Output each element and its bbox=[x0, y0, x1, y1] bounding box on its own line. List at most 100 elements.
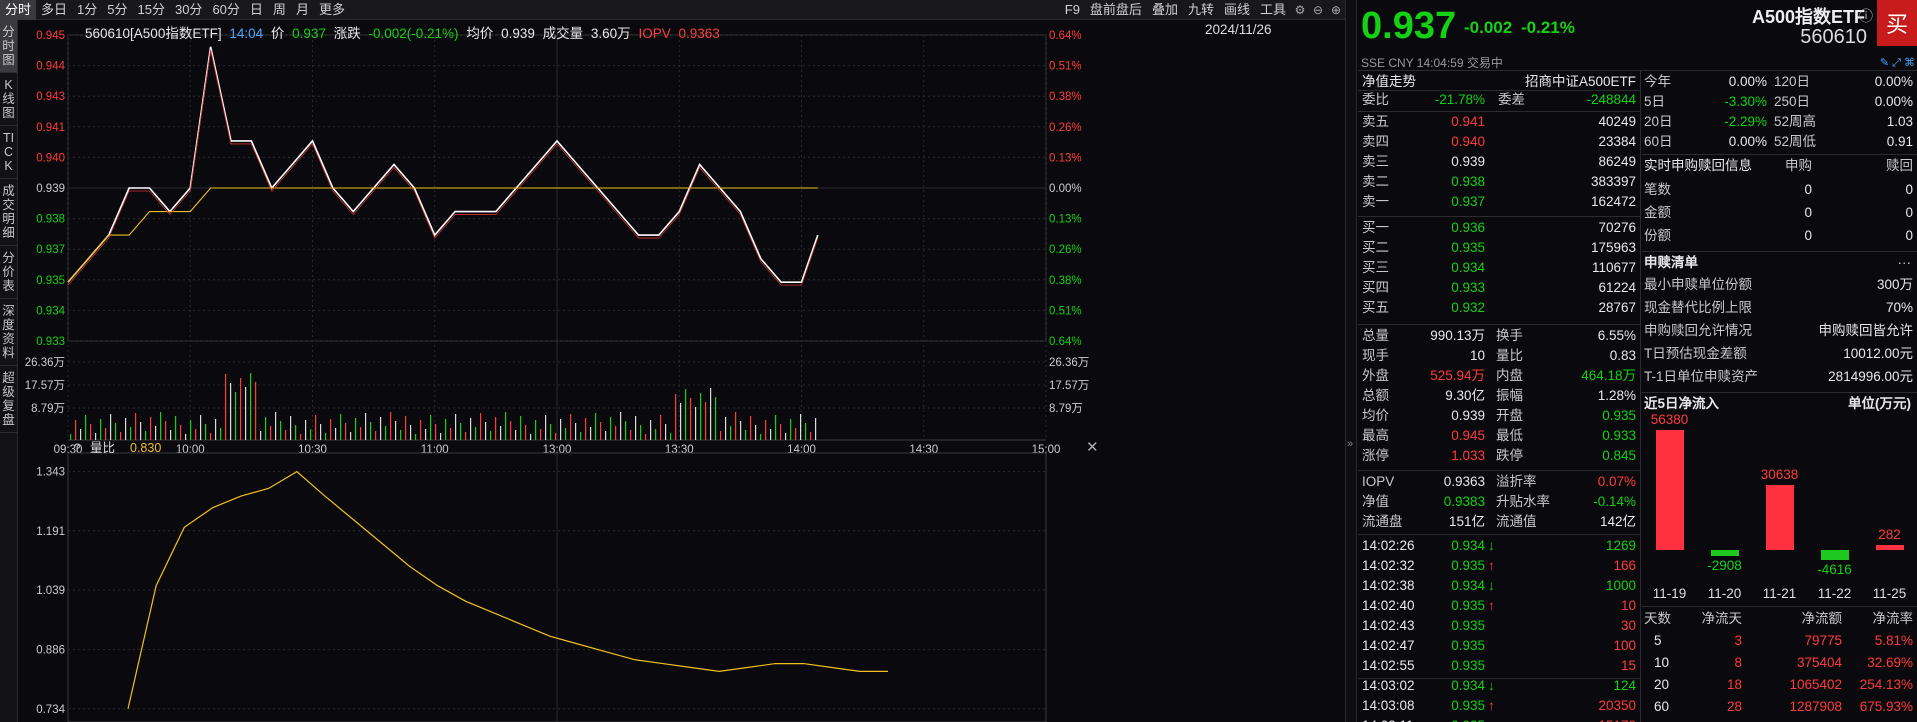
order-book-row[interactable]: 卖五 0.941 40249 bbox=[1358, 112, 1640, 132]
netflow-cell: 79775 bbox=[1804, 633, 1842, 648]
tick-volume: 1269 bbox=[1605, 538, 1636, 553]
volume-bar bbox=[500, 426, 502, 440]
volume-bar bbox=[615, 426, 617, 440]
stat-label-2: 开盘 bbox=[1496, 408, 1523, 423]
vtab-1[interactable]: K线图 bbox=[0, 73, 17, 126]
stat-value: 151亿 bbox=[1448, 514, 1485, 529]
tick-arrow-icon: ↓ bbox=[1488, 538, 1495, 553]
perf-label-2: 52周高 bbox=[1774, 114, 1817, 129]
price-axis-label: 0.943 bbox=[36, 91, 65, 103]
vtab-6[interactable]: 超级复盘 bbox=[0, 366, 17, 433]
order-book-row[interactable]: 卖三 0.939 86249 bbox=[1358, 152, 1640, 172]
sub-info-value1: 0 bbox=[1804, 182, 1812, 197]
tick-row: 14:02:26 0.934 ↓ 1269 bbox=[1358, 536, 1640, 556]
volume-bar bbox=[505, 412, 507, 440]
volume-bar bbox=[175, 416, 177, 440]
netflow-col-header: 净流天 bbox=[1701, 611, 1743, 626]
order-volume: 383397 bbox=[1590, 174, 1636, 189]
vol-axis-right: 26.36万 bbox=[1049, 357, 1089, 369]
pct-axis-label: 0.00% bbox=[1049, 183, 1082, 195]
volume-bar bbox=[665, 424, 667, 440]
order-book-row[interactable]: 买三 0.934 110677 bbox=[1358, 258, 1640, 278]
order-price: 0.935 bbox=[1451, 240, 1485, 255]
stat-value-2: 0.845 bbox=[1602, 448, 1636, 463]
order-book-row[interactable]: 买一 0.936 70276 bbox=[1358, 218, 1640, 238]
stat-row: 涨停 1.033 跌停 0.845 bbox=[1358, 446, 1640, 466]
order-book-row[interactable]: 卖四 0.940 23384 bbox=[1358, 132, 1640, 152]
minus-circle-icon[interactable]: ⊖ bbox=[1312, 3, 1324, 17]
plus-circle-icon[interactable]: ⊕ bbox=[1330, 3, 1342, 17]
volume-bar bbox=[790, 419, 792, 440]
volume-bar bbox=[650, 420, 652, 440]
volume-bar bbox=[125, 418, 127, 440]
tool-tab-4[interactable]: 画线 bbox=[1223, 2, 1250, 17]
tool-tab-0[interactable]: F9 bbox=[1064, 2, 1080, 17]
perf-label-2: 52周低 bbox=[1774, 134, 1817, 149]
period-tab-1[interactable]: 多日 bbox=[41, 1, 68, 17]
volume-bar bbox=[145, 431, 147, 440]
netflow-col-header: 净流额 bbox=[1801, 611, 1843, 626]
volume-bar bbox=[220, 428, 222, 440]
vtab-5[interactable]: 深度资料 bbox=[0, 299, 17, 366]
period-tab-0[interactable]: 分时 bbox=[0, 0, 37, 20]
tool-tab-2[interactable]: 叠加 bbox=[1151, 2, 1178, 17]
period-tab-3[interactable]: 5分 bbox=[107, 1, 128, 17]
period-tab-10[interactable]: 更多 bbox=[318, 1, 345, 17]
pct-axis-label: 0.13% bbox=[1049, 214, 1082, 226]
period-tab-8[interactable]: 周 bbox=[272, 1, 286, 17]
tick-time: 14:02:38 bbox=[1362, 578, 1415, 593]
order-book-row[interactable]: 买二 0.935 175963 bbox=[1358, 238, 1640, 258]
gear-icon[interactable]: ⚙ bbox=[1294, 3, 1306, 17]
volume-bar bbox=[660, 415, 662, 440]
volume-bar bbox=[295, 425, 297, 440]
tick-price: 0.935 bbox=[1451, 716, 1485, 722]
tool-tab-5[interactable]: 工具 bbox=[1259, 2, 1286, 17]
period-tab-4[interactable]: 15分 bbox=[137, 1, 165, 17]
period-tab-5[interactable]: 30分 bbox=[174, 1, 203, 17]
volume-bar bbox=[600, 422, 602, 440]
stat-label-2: 量比 bbox=[1496, 348, 1523, 363]
close-icon[interactable]: ✕ bbox=[1086, 439, 1099, 456]
tool-tab-3[interactable]: 九转 bbox=[1187, 2, 1214, 17]
vtab-3[interactable]: 成交明细 bbox=[0, 179, 17, 246]
stat-row: 总额 9.30亿 振幅 1.28% bbox=[1358, 386, 1640, 406]
vtab-2[interactable]: TICK bbox=[0, 126, 17, 179]
volume-bar bbox=[225, 374, 227, 440]
perf-label: 5日 bbox=[1644, 94, 1666, 109]
netflow-row: 5 3 79775 5.81% bbox=[1642, 631, 1917, 651]
apply-row: 最小申赎单位份额 300万 bbox=[1642, 275, 1917, 295]
volume-bar bbox=[425, 429, 427, 440]
tick-volume: 30 bbox=[1620, 618, 1636, 633]
apply-value: 300万 bbox=[1876, 277, 1913, 292]
edit-icons[interactable]: ✎ ⤢ ⌘ bbox=[1879, 57, 1915, 69]
vtab-4[interactable]: 分价表 bbox=[0, 246, 17, 299]
tick-row: 14:03:08 0.935 ↑ 20350 bbox=[1358, 696, 1640, 716]
info-date: 2024/11/26 bbox=[1205, 22, 1272, 37]
sub-info-title: 实时申购赎回信息 bbox=[1644, 158, 1752, 173]
period-tab-9[interactable]: 月 bbox=[295, 1, 309, 17]
perf-value: 0.00% bbox=[1728, 134, 1767, 149]
tool-tab-1[interactable]: 盘前盘后 bbox=[1089, 2, 1142, 17]
order-book-row[interactable]: 卖一 0.937 162472 bbox=[1358, 192, 1640, 212]
period-tab-6[interactable]: 60分 bbox=[212, 1, 240, 17]
volume-bar bbox=[325, 433, 327, 440]
volume-bar bbox=[590, 427, 592, 440]
order-book-row[interactable]: 买四 0.933 61224 bbox=[1358, 278, 1640, 298]
stat-value-2: 0.935 bbox=[1602, 408, 1636, 423]
stat-label-2: 换手 bbox=[1496, 328, 1523, 343]
collapse-panel-handle[interactable]: » bbox=[1345, 0, 1357, 722]
volume-bar bbox=[630, 430, 632, 440]
vtab-0[interactable]: 分时图 bbox=[0, 20, 17, 73]
order-level: 买二 bbox=[1362, 240, 1389, 255]
period-tab-2[interactable]: 1分 bbox=[77, 1, 98, 17]
intraday-chart[interactable]: 0.945 0.64% 0.944 0.51% 0.943 0.38% 0.941 0.26%… bbox=[18, 20, 1345, 722]
volume-bar bbox=[680, 403, 682, 440]
volume-bar bbox=[735, 412, 737, 440]
order-book-row[interactable]: 卖二 0.938 383397 bbox=[1358, 172, 1640, 192]
more-icon[interactable]: ··· bbox=[1897, 255, 1912, 270]
info-circle-icon[interactable]: ⓘ bbox=[1859, 8, 1873, 24]
period-tab-7[interactable]: 日 bbox=[249, 1, 263, 17]
order-level: 买三 bbox=[1362, 260, 1389, 275]
buy-button[interactable]: 买 bbox=[1877, 0, 1917, 46]
order-book-row[interactable]: 买五 0.932 28767 bbox=[1358, 298, 1640, 318]
